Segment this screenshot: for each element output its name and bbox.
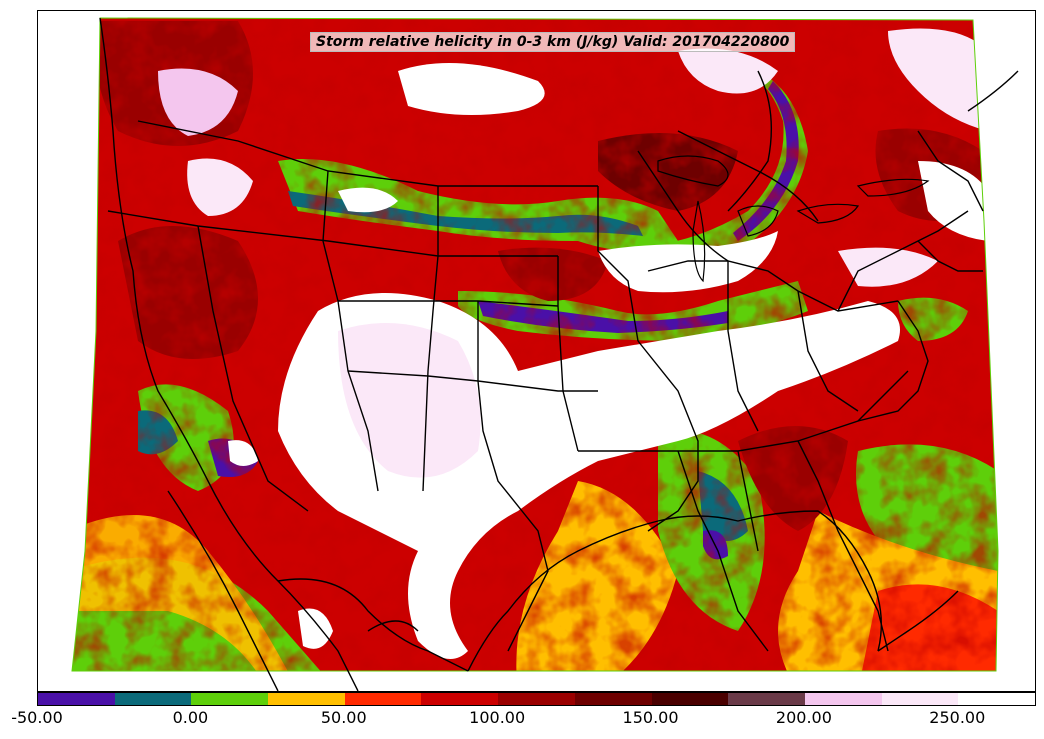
colorbar-tick-label: 250.00 [929, 708, 986, 727]
colorbar-segment [881, 693, 959, 705]
lake-outlines [657, 155, 930, 283]
map-frame: Storm relative helicity in 0-3 km (J/kg)… [37, 10, 1036, 692]
colorbar-ticks: -50.00 0.00 50.00 100.00 150.00 200.00 250.00 [0, 708, 1044, 732]
colorbar-segment [958, 693, 1035, 705]
colorbar-segment [114, 693, 192, 705]
colorbar-segment [268, 693, 345, 705]
colorbar-segment [804, 693, 882, 705]
colorbar-tick-label: -50.00 [11, 708, 63, 727]
colorbar [37, 692, 1036, 706]
colorbar-segment [728, 693, 805, 705]
boundary-lines [99, 17, 1019, 691]
helicity-map [71, 17, 1019, 691]
colorbar-segment [38, 693, 115, 705]
colorbar-tick-label: 50.00 [320, 708, 367, 727]
colorbar-segment [344, 693, 422, 705]
helicity-field [72, 18, 998, 671]
colorbar-segment [651, 693, 729, 705]
colorbar-segment [498, 693, 575, 705]
colorbar-segment [574, 693, 652, 705]
colorbar-tick-label: 100.00 [469, 708, 526, 727]
colorbar-segment [421, 693, 499, 705]
colorbar-tick-label: 200.00 [775, 708, 832, 727]
colorbar-segment [191, 693, 269, 705]
map-title: Storm relative helicity in 0-3 km (J/kg)… [310, 32, 796, 52]
colorbar-tick-label: 0.00 [172, 708, 209, 727]
colorbar-tick-label: 150.00 [622, 708, 679, 727]
